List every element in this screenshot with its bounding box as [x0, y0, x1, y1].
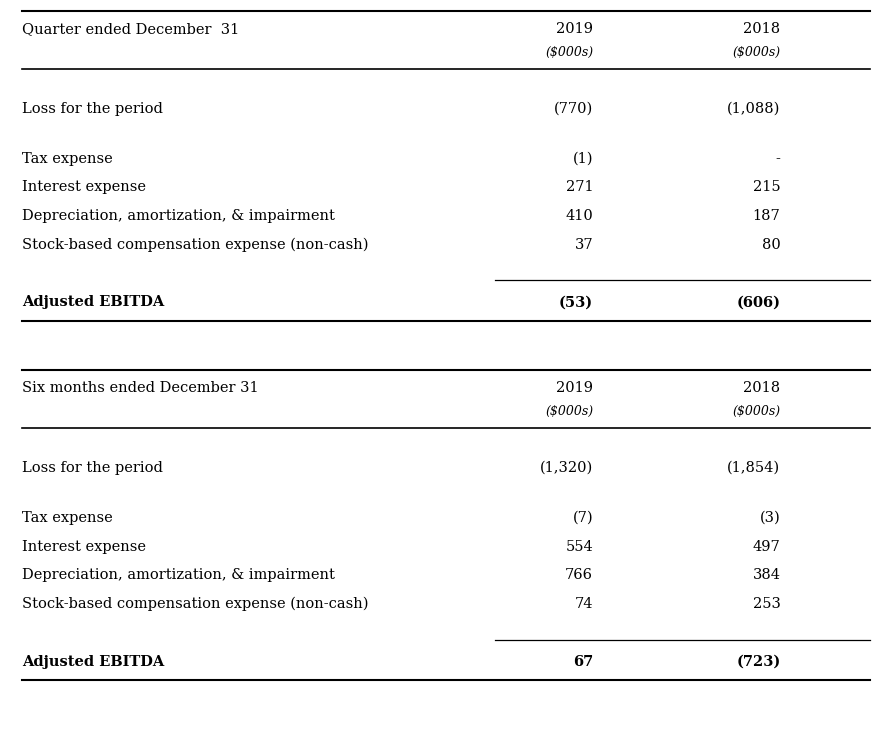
Text: Six months ended December 31: Six months ended December 31: [22, 381, 259, 395]
Text: (3): (3): [760, 511, 780, 525]
Text: 497: 497: [753, 540, 780, 553]
Text: (1,088): (1,088): [727, 102, 780, 116]
Text: Loss for the period: Loss for the period: [22, 102, 163, 116]
Text: Depreciation, amortization, & impairment: Depreciation, amortization, & impairment: [22, 209, 335, 223]
Text: 410: 410: [566, 209, 593, 223]
Text: (1): (1): [573, 152, 593, 166]
Text: (7): (7): [573, 511, 593, 525]
Text: 215: 215: [753, 181, 780, 194]
Text: Tax expense: Tax expense: [22, 511, 113, 525]
Text: 2018: 2018: [743, 381, 780, 395]
Text: -: -: [776, 152, 780, 166]
Text: Stock-based compensation expense (non-cash): Stock-based compensation expense (non-ca…: [22, 237, 368, 253]
Text: 271: 271: [566, 181, 593, 194]
Text: Loss for the period: Loss for the period: [22, 461, 163, 475]
Text: 253: 253: [753, 597, 780, 611]
Text: Adjusted EBITDA: Adjusted EBITDA: [22, 296, 164, 309]
Text: 187: 187: [753, 209, 780, 223]
Text: (1,320): (1,320): [540, 461, 593, 475]
Text: Tax expense: Tax expense: [22, 152, 113, 166]
Text: Depreciation, amortization, & impairment: Depreciation, amortization, & impairment: [22, 569, 335, 582]
Text: 2019: 2019: [557, 22, 593, 36]
Text: 2018: 2018: [743, 22, 780, 36]
Text: (606): (606): [737, 296, 780, 309]
Text: ($000s): ($000s): [732, 45, 780, 59]
Text: Quarter ended December  31: Quarter ended December 31: [22, 22, 240, 36]
Text: Interest expense: Interest expense: [22, 540, 146, 553]
Text: 74: 74: [574, 597, 593, 611]
Text: (1,854): (1,854): [727, 461, 780, 475]
Text: 80: 80: [762, 238, 780, 252]
Text: Stock-based compensation expense (non-cash): Stock-based compensation expense (non-ca…: [22, 596, 368, 612]
Text: ($000s): ($000s): [545, 45, 593, 59]
Text: 384: 384: [753, 569, 780, 582]
Text: (53): (53): [559, 296, 593, 309]
Text: 67: 67: [573, 655, 593, 668]
Text: 554: 554: [566, 540, 593, 553]
Text: ($000s): ($000s): [545, 404, 593, 418]
Text: (723): (723): [736, 655, 780, 668]
Text: 2019: 2019: [557, 381, 593, 395]
Text: (770): (770): [554, 102, 593, 116]
Text: Adjusted EBITDA: Adjusted EBITDA: [22, 655, 164, 668]
Text: 37: 37: [574, 238, 593, 252]
Text: ($000s): ($000s): [732, 404, 780, 418]
Text: Interest expense: Interest expense: [22, 181, 146, 194]
Text: 766: 766: [566, 569, 593, 582]
